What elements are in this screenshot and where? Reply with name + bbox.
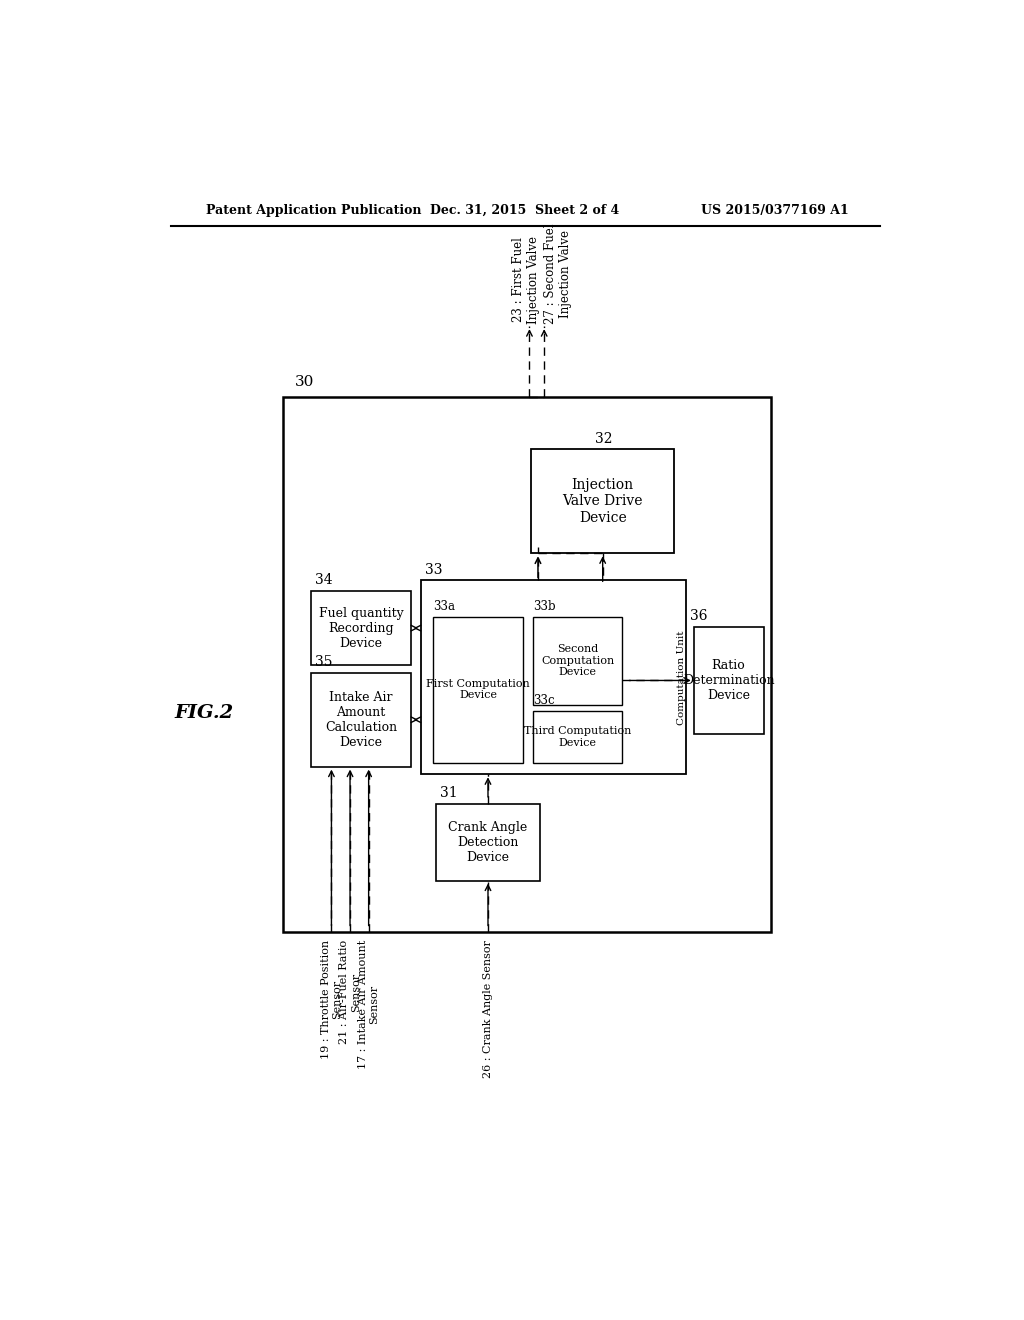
Text: 34: 34 (314, 573, 333, 587)
Bar (693, 627, 764, 734)
Text: 26 : Crank Angle Sensor: 26 : Crank Angle Sensor (483, 940, 493, 1078)
Text: Fuel quantity
Recording
Device: Fuel quantity Recording Device (318, 607, 403, 649)
Text: Crank Angle
Detection
Device: Crank Angle Detection Device (449, 821, 527, 863)
Text: Second
Computation
Device: Second Computation Device (542, 644, 614, 677)
Text: 36: 36 (690, 609, 708, 623)
Text: 30: 30 (295, 375, 314, 389)
Text: Injection
Valve Drive
Device: Injection Valve Drive Device (562, 478, 643, 524)
Text: 33a: 33a (433, 599, 456, 612)
Text: Dec. 31, 2015  Sheet 2 of 4: Dec. 31, 2015 Sheet 2 of 4 (430, 205, 620, 218)
Text: 21 : Air-Fuel Ratio
Sensor: 21 : Air-Fuel Ratio Sensor (339, 940, 360, 1044)
Text: Patent Application Publication: Patent Application Publication (206, 205, 421, 218)
Text: 33b: 33b (534, 599, 556, 612)
Text: US 2015/0377169 A1: US 2015/0377169 A1 (701, 205, 849, 218)
Text: First Computation
Device: First Computation Device (426, 678, 530, 701)
Text: 23 : First Fuel
Injection Valve: 23 : First Fuel Injection Valve (512, 236, 541, 323)
Bar (283, 397, 771, 932)
Text: Computation Unit: Computation Unit (677, 630, 686, 725)
Bar (534, 711, 623, 763)
Text: 33c: 33c (534, 694, 555, 708)
Bar (435, 804, 541, 880)
Text: 33: 33 (425, 562, 442, 577)
Text: Intake Air
Amount
Calculation
Device: Intake Air Amount Calculation Device (325, 690, 397, 748)
Text: 35: 35 (314, 655, 332, 669)
Bar (421, 581, 686, 775)
Text: 19 : Throttle Position
Sensor: 19 : Throttle Position Sensor (321, 940, 342, 1059)
Text: 32: 32 (595, 432, 612, 446)
Text: FIG.2: FIG.2 (174, 704, 233, 722)
Text: Third Computation
Device: Third Computation Device (524, 726, 632, 748)
Bar (433, 616, 523, 763)
Text: 31: 31 (439, 785, 457, 800)
Bar (311, 591, 411, 665)
Text: 27 : Second Fuel
Injection Valve: 27 : Second Fuel Injection Valve (544, 223, 572, 323)
Bar (534, 616, 623, 705)
Text: 17 : Intake Air Amount
Sensor: 17 : Intake Air Amount Sensor (357, 940, 380, 1069)
Text: Ratio
Determination
Device: Ratio Determination Device (683, 659, 774, 702)
Bar (531, 449, 675, 553)
Bar (311, 673, 411, 767)
